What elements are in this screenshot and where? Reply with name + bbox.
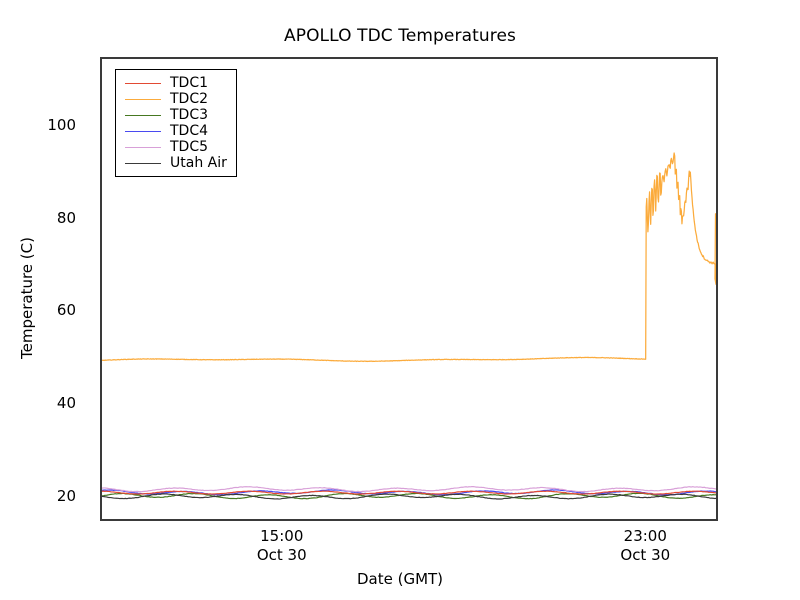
legend-item-utah-air: Utah Air: [121, 155, 227, 171]
x-tick-time: 15:00: [260, 527, 304, 545]
y-tick-label: 40: [56, 393, 76, 412]
legend-item-label: TDC3: [170, 107, 209, 123]
legend-item-tdc5: TDC5: [121, 139, 227, 155]
y-tick-label: 60: [56, 301, 76, 320]
legend-swatch-icon: [125, 130, 161, 132]
legend-item-label: TDC1: [170, 75, 209, 91]
legend-item-tdc3: TDC3: [121, 107, 227, 123]
legend-item-label: TDC5: [170, 139, 209, 155]
chart-title: APOLLO TDC Temperatures: [284, 26, 516, 46]
legend-item-label: TDC4: [170, 123, 209, 139]
x-tick-label: 15:00 Oct 30: [257, 527, 307, 565]
y-tick-label: 80: [56, 208, 76, 227]
x-axis-label: Date (GMT): [356, 570, 444, 588]
y-tick-label: 20: [56, 486, 76, 505]
y-axis-label: Temperature (C): [18, 237, 36, 359]
legend-item-label: Utah Air: [170, 155, 227, 171]
legend-item-tdc1: TDC1: [121, 75, 227, 91]
chart-legend: TDC1 TDC2 TDC3 TDC4 TDC5 Utah Air: [115, 69, 237, 177]
legend-swatch-icon: [125, 82, 161, 84]
x-tick-time: 23:00: [623, 527, 667, 545]
x-tick-date: Oct 30: [256, 546, 307, 564]
legend-item-tdc4: TDC4: [121, 123, 227, 139]
legend-swatch-icon: [125, 162, 161, 164]
legend-swatch-icon: [125, 146, 161, 148]
x-tick-label: 23:00 Oct 30: [620, 527, 670, 565]
legend-swatch-icon: [125, 114, 161, 116]
legend-item-label: TDC2: [170, 91, 209, 107]
plot-area: TDC1 TDC2 TDC3 TDC4 TDC5 Utah Air: [100, 57, 718, 521]
legend-swatch-icon: [125, 98, 161, 100]
y-tick-label: 100: [47, 116, 76, 135]
legend-item-tdc2: TDC2: [121, 91, 227, 107]
plot-lines: [102, 152, 716, 500]
x-tick-date: Oct 30: [620, 546, 671, 564]
